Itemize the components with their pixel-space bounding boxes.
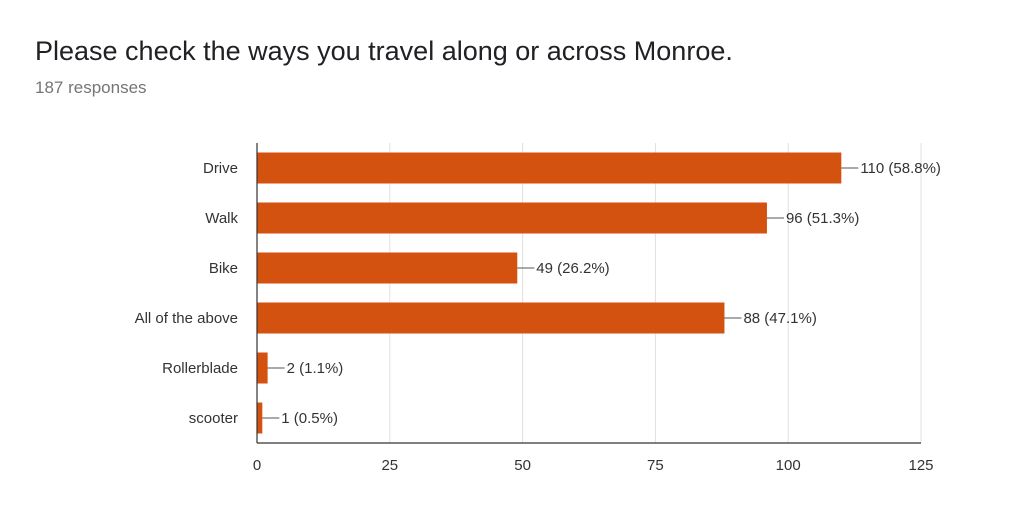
data-label: 2 (1.1%) (287, 360, 344, 377)
category-label: Rollerblade (162, 360, 238, 377)
x-tick-label: 0 (253, 457, 261, 474)
x-tick-label: 50 (514, 457, 531, 474)
data-label: 96 (51.3%) (786, 210, 859, 227)
x-tick-label: 100 (776, 457, 801, 474)
data-label: 110 (58.8%) (860, 160, 941, 177)
category-label: scooter (189, 410, 238, 427)
x-tick-label: 25 (381, 457, 398, 474)
data-label: 1 (0.5%) (281, 410, 338, 427)
response-count: 187 responses (35, 78, 147, 97)
category-label: Drive (203, 160, 238, 177)
bar-0 (257, 152, 842, 184)
x-tick-label: 75 (647, 457, 664, 474)
x-tick-label: 125 (908, 457, 933, 474)
bar-5 (257, 402, 263, 434)
data-label: 88 (47.1%) (743, 310, 816, 327)
category-label: Walk (205, 210, 238, 227)
data-label: 49 (26.2%) (536, 260, 609, 277)
chart-title: Please check the ways you travel along o… (35, 36, 733, 66)
category-label: All of the above (135, 310, 238, 327)
bar-3 (257, 302, 725, 334)
bar-4 (257, 352, 268, 384)
bar-1 (257, 202, 767, 234)
category-label: Bike (209, 260, 238, 277)
bar-2 (257, 252, 518, 284)
